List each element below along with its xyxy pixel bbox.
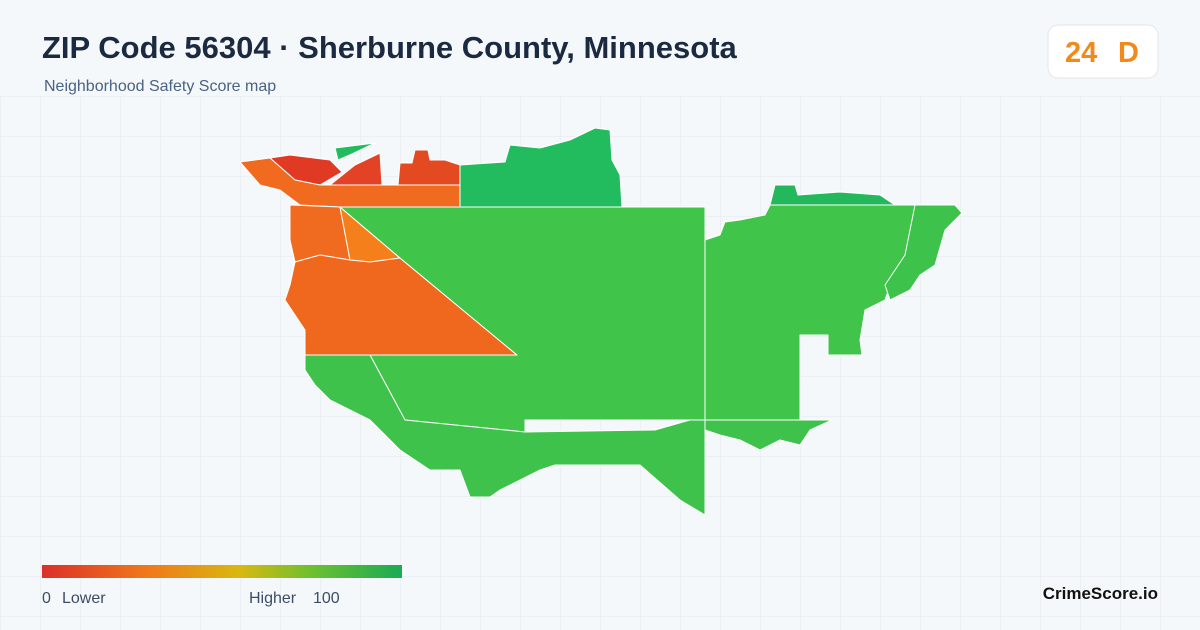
- region: [334, 142, 376, 161]
- legend-scale: [42, 565, 402, 578]
- subtitle: Neighborhood Safety Score map: [44, 78, 276, 95]
- legend-min-label: Lower: [62, 590, 106, 607]
- badge-grade: D: [1118, 37, 1139, 69]
- legend-max-label: Higher: [249, 590, 297, 607]
- legend-min: 0: [42, 590, 51, 607]
- region: [304, 354, 706, 516]
- region: [884, 204, 963, 301]
- badge-box: [1047, 24, 1159, 79]
- region: [397, 149, 461, 186]
- map: [239, 127, 963, 516]
- legend: 0 Lower Higher 100: [42, 565, 402, 607]
- title: ZIP Code 56304 · Sherburne County, Minne…: [42, 30, 738, 65]
- score-badge: 24 D: [1047, 24, 1159, 79]
- brand: CrimeScore.io: [1043, 584, 1158, 603]
- region: [769, 184, 896, 206]
- badge-score: 24: [1065, 37, 1097, 69]
- legend-max: 100: [313, 590, 340, 607]
- region: [704, 419, 833, 451]
